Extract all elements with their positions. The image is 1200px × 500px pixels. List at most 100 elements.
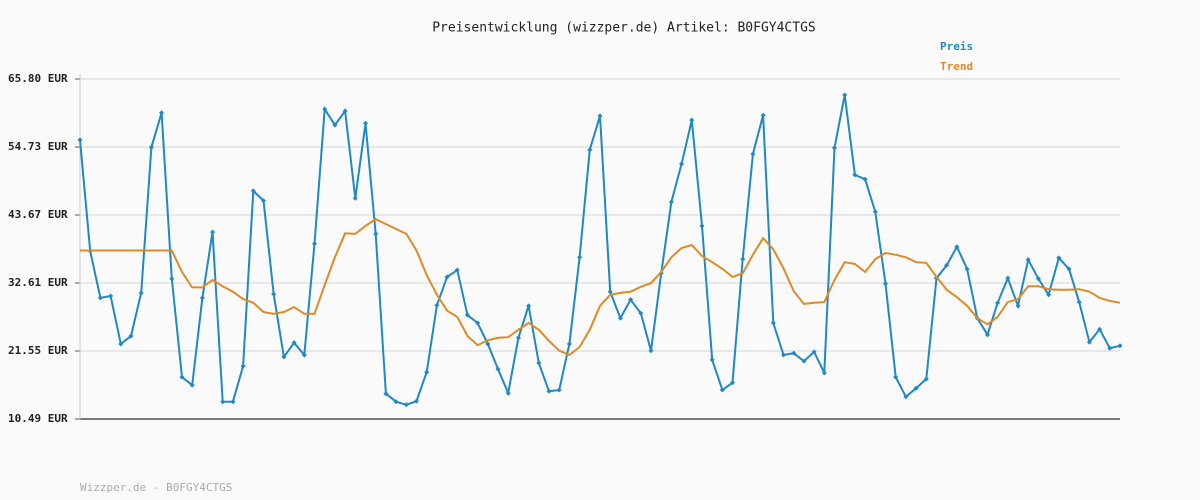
point — [903, 394, 909, 400]
point — [515, 335, 521, 341]
point — [546, 388, 552, 394]
point — [730, 380, 736, 386]
point — [444, 274, 450, 280]
point — [291, 340, 297, 346]
y-tick-label: 10.49 EUR — [8, 412, 68, 425]
point — [352, 195, 358, 201]
point — [679, 161, 685, 167]
point — [1025, 257, 1031, 263]
point — [118, 341, 124, 347]
footer: Wizzper.de - B0FGY4CTGS — [80, 481, 232, 494]
point — [199, 295, 205, 301]
point — [403, 402, 409, 408]
point — [312, 241, 318, 247]
point — [944, 262, 950, 268]
point — [862, 176, 868, 182]
point — [995, 300, 1001, 306]
point — [1046, 292, 1052, 298]
point — [801, 358, 807, 364]
point — [954, 244, 960, 250]
point — [597, 113, 603, 119]
legend-label: Trend — [940, 60, 973, 73]
point — [250, 188, 256, 194]
point — [770, 320, 776, 326]
point — [138, 290, 144, 296]
point — [373, 231, 379, 237]
y-tick-label: 65.80 EUR — [8, 72, 68, 85]
point — [281, 354, 287, 360]
point — [1015, 303, 1021, 309]
point — [832, 145, 838, 151]
point — [230, 399, 236, 405]
point — [872, 209, 878, 215]
series-line — [80, 218, 1121, 357]
point — [1076, 299, 1082, 305]
point — [628, 297, 634, 303]
point — [169, 276, 175, 282]
point — [1005, 275, 1011, 281]
point — [648, 348, 654, 354]
point — [485, 341, 491, 347]
point — [709, 357, 715, 363]
point — [587, 147, 593, 153]
legend-label: Preis — [940, 40, 973, 53]
point — [159, 110, 165, 116]
chart-title: Preisentwicklung (wizzper.de) Artikel: B… — [432, 21, 816, 36]
y-tick-label: 32.61 EUR — [8, 276, 68, 289]
point — [1056, 255, 1062, 261]
point — [189, 382, 195, 388]
point — [740, 256, 746, 262]
point — [342, 108, 348, 114]
point — [1107, 345, 1113, 351]
point — [179, 374, 185, 380]
point — [261, 198, 267, 204]
point — [210, 229, 216, 235]
point — [240, 363, 246, 369]
point — [556, 387, 562, 393]
point — [668, 199, 674, 205]
y-tick-label: 54.73 EUR — [8, 140, 68, 153]
point — [852, 172, 858, 178]
point — [505, 390, 511, 396]
point — [393, 399, 399, 405]
point — [362, 120, 368, 126]
point — [638, 310, 644, 316]
point — [923, 376, 929, 382]
point — [383, 391, 389, 397]
point — [1097, 326, 1103, 332]
point — [893, 374, 899, 380]
point — [1086, 339, 1092, 345]
point — [607, 289, 613, 295]
point — [97, 295, 103, 301]
point — [1117, 343, 1123, 349]
point — [760, 112, 766, 118]
point — [699, 223, 705, 229]
point — [271, 291, 277, 297]
point — [475, 320, 481, 326]
point — [617, 315, 623, 321]
point — [526, 303, 532, 309]
point — [750, 151, 756, 157]
point — [464, 312, 470, 318]
point — [842, 92, 848, 98]
point — [413, 398, 419, 404]
point — [964, 266, 970, 272]
point — [108, 293, 114, 299]
point — [128, 333, 134, 339]
point — [882, 281, 888, 287]
y-tick-label: 43.67 EUR — [8, 208, 68, 221]
point — [719, 387, 725, 393]
point — [301, 352, 307, 358]
point — [811, 349, 817, 355]
point — [322, 106, 328, 112]
point — [434, 302, 440, 308]
point — [424, 369, 430, 375]
point — [577, 254, 583, 260]
point — [148, 144, 154, 150]
point — [984, 332, 990, 338]
point — [77, 137, 83, 143]
point — [495, 366, 501, 372]
point — [566, 341, 572, 347]
